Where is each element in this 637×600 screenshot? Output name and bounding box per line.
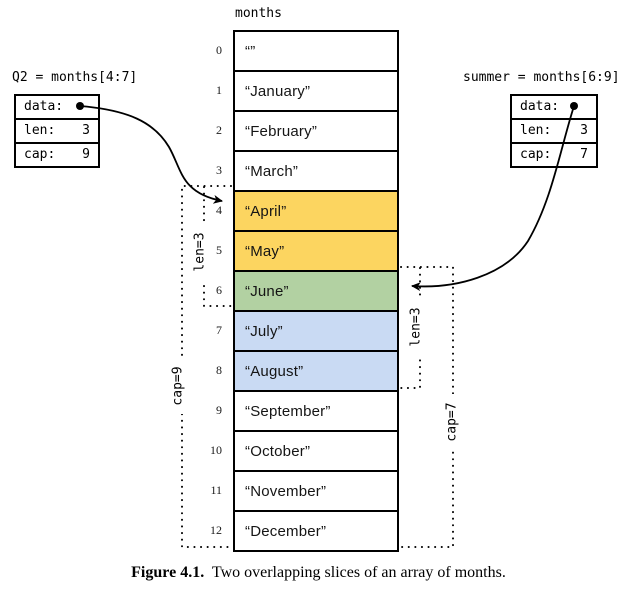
array-title: months	[235, 6, 282, 21]
q2-data-row: data:	[16, 96, 98, 120]
array-index-12: 12	[210, 523, 222, 537]
array-index-3: 3	[216, 163, 222, 177]
array-index-7: 7	[216, 323, 222, 337]
array-cell-value: “September”	[245, 402, 331, 420]
q2-slice-struct: data: len: 3 cap: 9	[14, 94, 100, 168]
array-cell-8: “August”	[235, 352, 397, 392]
figure-caption: Figure 4.1. Two overlapping slices of an…	[0, 564, 637, 582]
summer-cap-label-bg	[444, 394, 461, 450]
array-cell-value: “April”	[245, 202, 287, 220]
months-array: “” “January” “February” “March” “April” …	[233, 30, 399, 552]
array-index-6: 6	[216, 283, 222, 297]
q2-cap-label-bg	[170, 358, 187, 414]
array-cell-value: “February”	[245, 122, 318, 140]
array-cell-value: “”	[245, 42, 256, 60]
array-index-column: 0 1 2 3 4 5 6 7 8 9 10 11 12	[186, 30, 222, 550]
array-cell-value: “January”	[245, 82, 311, 100]
summer-len-field-label: len:	[520, 123, 552, 138]
array-cell-value: “March”	[245, 162, 299, 180]
array-cell-12: “December”	[235, 512, 397, 550]
summer-len-row: len: 3	[512, 120, 596, 144]
summer-len-value: 3	[580, 123, 588, 138]
array-cell-10: “October”	[235, 432, 397, 472]
q2-cap-value: 9	[82, 147, 90, 162]
q2-data-field-label: data:	[24, 99, 64, 114]
summer-cap-bracket-label: cap=7	[445, 402, 460, 441]
summer-data-field-label: data:	[520, 99, 560, 114]
array-cell-9: “September”	[235, 392, 397, 432]
q2-len-field-label: len:	[24, 123, 56, 138]
array-cell-2: “February”	[235, 112, 397, 152]
array-cell-5: “May”	[235, 232, 397, 272]
array-cell-11: “November”	[235, 472, 397, 512]
summer-cap-bracket	[400, 266, 454, 548]
figure-caption-number: Figure 4.1.	[131, 564, 205, 581]
q2-cap-bracket-label: cap=9	[171, 366, 186, 405]
summer-data-row: data:	[512, 96, 596, 120]
summer-len-bracket-label: len=3	[409, 307, 424, 346]
array-cell-0: “”	[235, 32, 397, 72]
array-cell-3: “March”	[235, 152, 397, 192]
summer-len-bracket	[400, 267, 421, 389]
q2-cap-row: cap: 9	[16, 144, 98, 166]
array-index-9: 9	[216, 403, 222, 417]
array-index-10: 10	[210, 443, 222, 457]
figure-caption-text: Two overlapping slices of an array of mo…	[211, 564, 506, 581]
array-cell-value: “May”	[245, 242, 285, 260]
array-cell-1: “January”	[235, 72, 397, 112]
q2-len-value: 3	[82, 123, 90, 138]
array-index-4: 4	[216, 203, 222, 217]
array-index-2: 2	[216, 123, 222, 137]
array-index-8: 8	[216, 363, 222, 377]
summer-slice-struct: data: len: 3 cap: 7	[510, 94, 598, 168]
array-cell-value: “June”	[245, 282, 289, 300]
array-cell-value: “October”	[245, 442, 311, 460]
summer-cap-row: cap: 7	[512, 144, 596, 166]
array-index-1: 1	[216, 83, 222, 97]
q2-len-row: len: 3	[16, 120, 98, 144]
q2-slice-label: Q2 = months[4:7]	[12, 70, 138, 85]
q2-cap-field-label: cap:	[24, 147, 56, 162]
summer-slice-label: summer = months[6:9]	[463, 70, 620, 85]
array-cell-7: “July”	[235, 312, 397, 352]
summer-cap-value: 7	[580, 147, 588, 162]
array-cell-4: “April”	[235, 192, 397, 232]
array-cell-value: “December”	[245, 522, 327, 540]
array-index-5: 5	[216, 243, 222, 257]
array-cell-value: “November”	[245, 482, 327, 500]
summer-len-label-bg	[408, 298, 425, 356]
array-index-11: 11	[210, 483, 222, 497]
array-cell-6: “June”	[235, 272, 397, 312]
summer-cap-field-label: cap:	[520, 147, 552, 162]
array-cell-value: “July”	[245, 322, 283, 340]
array-cell-value: “August”	[245, 362, 304, 380]
array-index-0: 0	[216, 43, 222, 57]
